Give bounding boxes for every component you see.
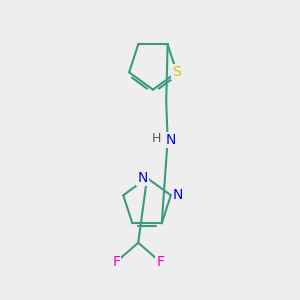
Text: S: S (172, 65, 181, 79)
Text: F: F (156, 255, 164, 269)
Text: N: N (137, 171, 148, 185)
Text: F: F (112, 255, 120, 269)
Text: N: N (173, 188, 183, 202)
Text: N: N (166, 133, 176, 147)
Text: H: H (152, 132, 161, 145)
